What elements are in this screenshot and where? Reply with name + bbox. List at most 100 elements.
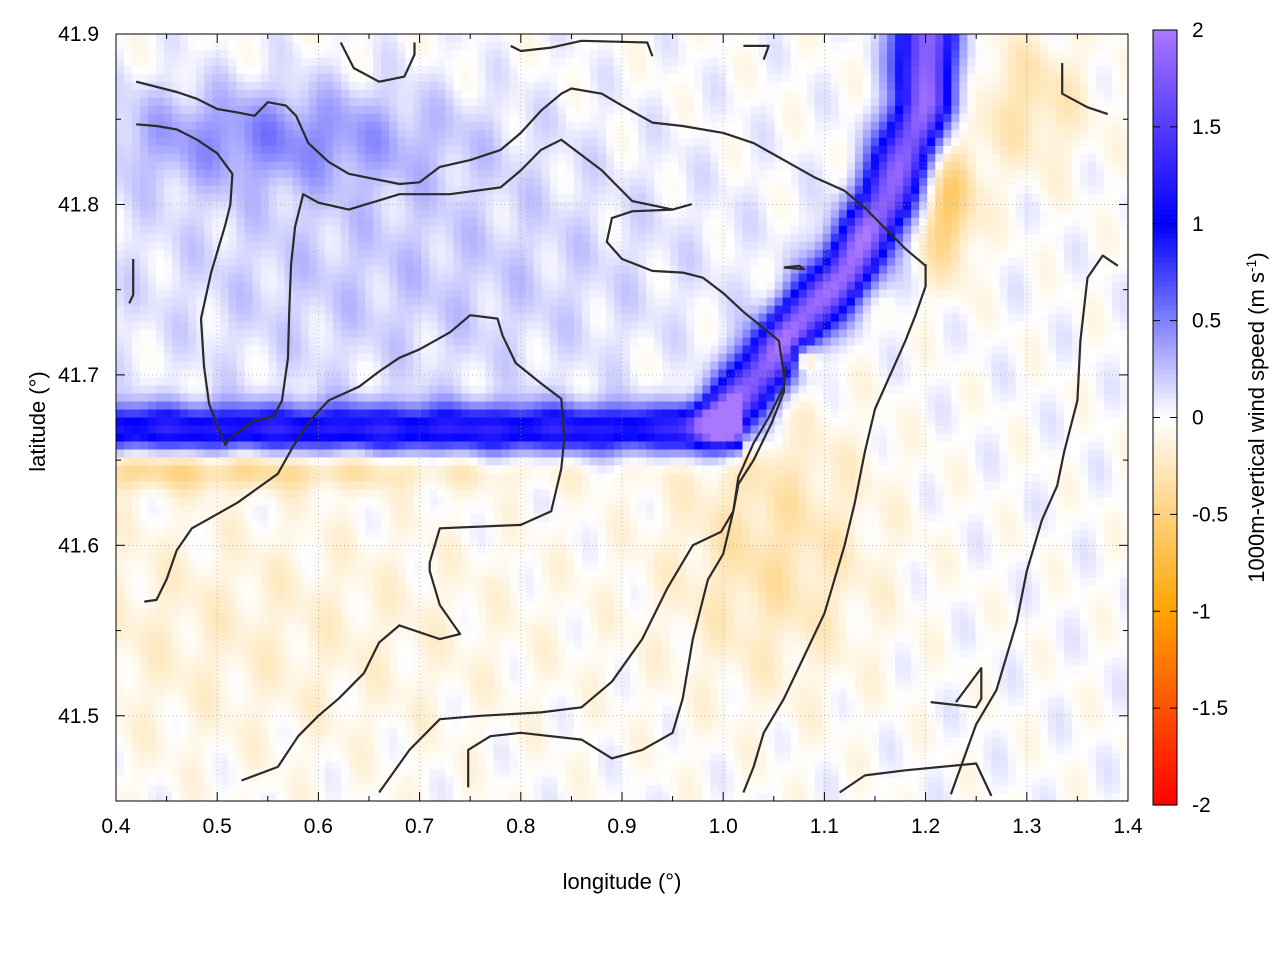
heatmap-cell (381, 153, 390, 163)
heatmap-cell (903, 41, 912, 51)
heatmap-cell (252, 193, 262, 203)
heatmap-cell (1023, 97, 1033, 107)
heatmap-cell (180, 329, 189, 339)
heatmap-cell (1031, 137, 1041, 147)
heatmap-cell (670, 177, 679, 187)
heatmap-cell (887, 34, 896, 43)
heatmap-cell (461, 81, 470, 91)
heatmap-cell (501, 225, 511, 235)
heatmap-cell (541, 145, 551, 155)
heatmap-cell (348, 321, 358, 331)
heatmap-cell (766, 121, 776, 131)
heatmap-cell (316, 209, 326, 219)
heatmap-cell (116, 337, 125, 347)
heatmap-cell (196, 97, 205, 107)
heatmap-cell (381, 337, 390, 347)
heatmap-cell (228, 161, 238, 171)
heatmap-cell (252, 153, 262, 163)
heatmap-cell (975, 153, 985, 163)
heatmap-cell (461, 105, 470, 115)
heatmap-cell (991, 265, 1001, 275)
heatmap-cell (437, 281, 446, 291)
heatmap-cell (533, 145, 543, 155)
heatmap-cell (895, 257, 904, 267)
heatmap-cell (284, 73, 294, 83)
heatmap-cell (678, 217, 687, 227)
heatmap-cell (493, 209, 503, 219)
heatmap-cell (116, 49, 125, 59)
heatmap-cell (453, 89, 462, 99)
heatmap-cell (638, 97, 647, 107)
heatmap-cell (212, 337, 222, 347)
heatmap-cell (702, 337, 711, 347)
heatmap-cell (212, 321, 222, 331)
heatmap-cell (244, 281, 254, 291)
heatmap-cell (461, 233, 470, 243)
heatmap-cell (1095, 337, 1105, 347)
heatmap-cell (742, 233, 752, 243)
heatmap-cell (774, 161, 784, 171)
heatmap-cell (862, 89, 872, 99)
heatmap-cell (180, 49, 189, 59)
heatmap-cell (911, 145, 920, 155)
heatmap-cell (485, 185, 495, 195)
heatmap-cell (999, 297, 1009, 307)
heatmap-cell (766, 161, 776, 171)
heatmap-cell (782, 97, 792, 107)
heatmap-cell (477, 137, 487, 147)
heatmap-cell (919, 249, 928, 259)
heatmap-cell (493, 281, 503, 291)
heatmap-cell (244, 49, 254, 59)
heatmap-cell (670, 281, 679, 291)
heatmap-cell (694, 121, 703, 131)
heatmap-cell (589, 65, 599, 75)
heatmap-cell (164, 297, 173, 307)
heatmap-cell (509, 201, 519, 211)
heatmap-cell (774, 169, 784, 179)
heatmap-cell (116, 265, 125, 275)
heatmap-cell (1031, 217, 1041, 227)
heatmap-cell (268, 337, 278, 347)
heatmap-cell (927, 113, 936, 123)
heatmap-cell (983, 105, 993, 115)
heatmap-cell (477, 273, 487, 283)
heatmap-cell (549, 273, 559, 283)
heatmap-cell (766, 81, 776, 91)
heatmap-cell (405, 297, 414, 307)
heatmap-cell (373, 297, 382, 307)
heatmap-cell (1111, 249, 1121, 259)
heatmap-cell (919, 89, 928, 99)
heatmap-cell (983, 113, 993, 123)
heatmap-cell (887, 57, 896, 67)
heatmap-cell (324, 297, 334, 307)
heatmap-cell (437, 105, 446, 115)
heatmap-cell (879, 137, 888, 147)
heatmap-cell (284, 145, 294, 155)
heatmap-cell (887, 161, 896, 171)
heatmap-cell (605, 209, 615, 219)
heatmap-cell (389, 41, 398, 51)
heatmap-cell (782, 121, 792, 131)
heatmap-cell (1039, 273, 1049, 283)
heatmap-cell (927, 121, 936, 131)
heatmap-cell (887, 265, 896, 275)
heatmap-cell (300, 89, 310, 99)
heatmap-cell (846, 305, 856, 315)
heatmap-cell (646, 297, 655, 307)
heatmap-cell (156, 233, 165, 243)
heatmap-cell (140, 313, 149, 323)
heatmap-cell (292, 313, 302, 323)
heatmap-cell (348, 73, 358, 83)
heatmap-cell (662, 161, 671, 171)
heatmap-cell (718, 145, 728, 155)
heatmap-cell (348, 249, 358, 259)
heatmap-cell (276, 337, 286, 347)
heatmap-cell (734, 241, 744, 251)
heatmap-cell (228, 297, 238, 307)
heatmap-cell (622, 65, 631, 75)
heatmap-cell (437, 193, 446, 203)
heatmap-cell (999, 281, 1009, 291)
heatmap-cell (1111, 265, 1121, 275)
heatmap-cell (678, 289, 687, 299)
heatmap-cell (517, 153, 527, 163)
